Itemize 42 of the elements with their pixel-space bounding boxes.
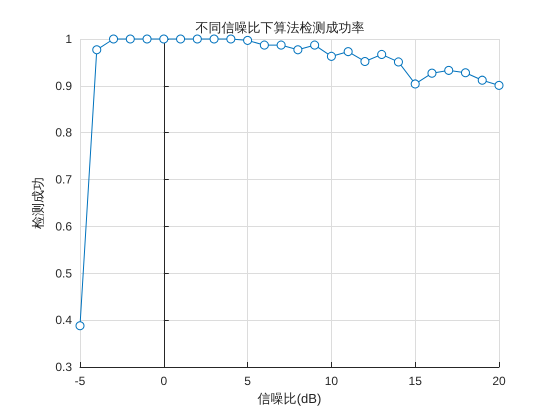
point xyxy=(326,52,336,61)
point xyxy=(92,45,102,54)
x-tick-label: -5 xyxy=(74,374,86,388)
point xyxy=(260,40,269,50)
point xyxy=(394,57,403,66)
point xyxy=(377,50,386,59)
point xyxy=(478,76,487,85)
y-tick-label: 0.3 xyxy=(55,360,72,374)
point xyxy=(460,68,470,78)
y-tick-label: 0.9 xyxy=(55,78,72,93)
point xyxy=(410,79,420,88)
x-tick-label: 15 xyxy=(408,374,422,388)
y-tick-label: 0.6 xyxy=(55,219,72,234)
point xyxy=(109,34,118,44)
x-axis-title: 信噪比(dB) xyxy=(258,390,322,406)
point xyxy=(126,34,135,44)
point xyxy=(76,321,84,330)
y-tick-label: 0.5 xyxy=(55,266,72,280)
point xyxy=(226,34,236,44)
point xyxy=(310,40,320,50)
point xyxy=(444,66,454,75)
y-tick-label: 1 xyxy=(65,32,72,46)
point xyxy=(176,34,186,44)
y-tick-label: 0.8 xyxy=(55,126,72,140)
point xyxy=(494,80,504,90)
point xyxy=(293,45,302,54)
point xyxy=(243,36,252,45)
point xyxy=(276,40,286,50)
x-tick-label: 10 xyxy=(324,374,338,388)
chart-title: 不同信噪比下算法检测成功率 xyxy=(196,20,364,35)
point xyxy=(210,34,219,44)
y-axis-title: 检测成功 xyxy=(30,177,46,229)
point xyxy=(142,34,152,44)
x-tick-label: 0 xyxy=(160,374,168,388)
y-tick-label: 0.7 xyxy=(55,172,72,187)
x-tick-label: 5 xyxy=(244,374,252,388)
y-tick-label: 0.4 xyxy=(55,313,72,328)
point xyxy=(427,68,436,78)
point xyxy=(344,47,353,56)
x-tick-label: 20 xyxy=(492,374,506,388)
point xyxy=(192,34,202,44)
point xyxy=(360,56,370,66)
